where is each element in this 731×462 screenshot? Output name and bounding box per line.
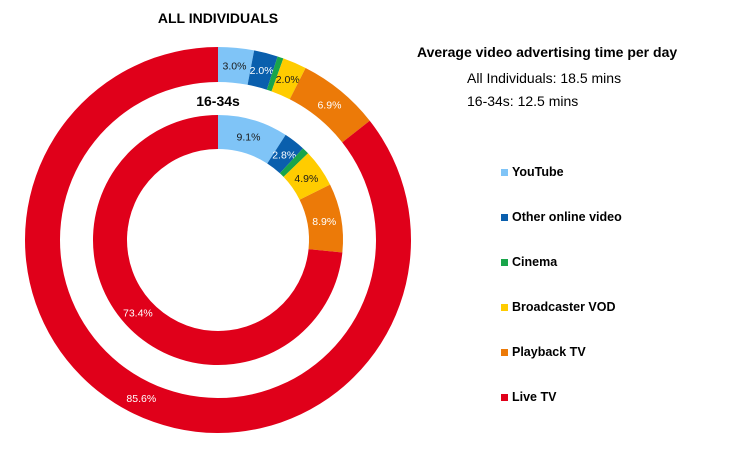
legend-item-broadcaster-vod: Broadcaster VOD	[501, 299, 616, 315]
outer-label-playback-tv: 6.9%	[317, 99, 341, 111]
legend-label: Other online video	[512, 210, 622, 224]
legend-label: Broadcaster VOD	[512, 300, 616, 314]
legend-item-cinema: Cinema	[501, 254, 557, 270]
outer-segment-cinema	[266, 56, 284, 92]
legend-swatch-live-tv	[501, 393, 508, 401]
legend-label: YouTube	[512, 165, 564, 179]
inner-segment-broadcaster-vod	[283, 153, 331, 200]
inner-ring-title: 16-34s	[196, 93, 240, 109]
inner-segment-cinema	[279, 148, 309, 177]
info-all-individuals: All Individuals: 18.5 mins	[467, 70, 622, 86]
legend-swatch-cinema	[501, 258, 508, 266]
inner-label-broadcaster-vod: 4.9%	[294, 173, 318, 185]
inner-segment-playback-tv	[299, 184, 343, 253]
legend-item-other-online-video: Other online video	[501, 209, 622, 225]
outer-segment-youtube	[218, 47, 255, 85]
outer-label-live-tv: 85.6%	[126, 393, 156, 405]
inner-label-youtube: 9.1%	[236, 131, 260, 143]
legend-item-playback-tv: Playback TV	[501, 344, 586, 360]
legend-swatch-broadcaster-vod	[501, 303, 508, 311]
inner-segment-other-online-video	[267, 134, 303, 174]
inner-segment-youtube	[218, 115, 286, 164]
outer-segment-other-online-video	[247, 50, 278, 90]
legend-label: Playback TV	[512, 345, 586, 359]
info-16-34s: 16-34s: 12.5 mins	[467, 93, 579, 109]
legend-item-youtube: YouTube	[501, 164, 564, 180]
outer-segment-broadcaster-vod	[271, 58, 306, 100]
outer-label-broadcaster-vod: 2.0%	[276, 74, 300, 86]
outer-label-other-online-video: 2.0%	[250, 65, 274, 77]
outer-segment-playback-tv	[289, 68, 370, 143]
inner-label-live-tv: 73.4%	[123, 307, 153, 319]
legend-swatch-youtube	[501, 168, 508, 176]
inner-label-playback-tv: 8.9%	[312, 216, 336, 228]
outer-label-youtube: 3.0%	[223, 60, 247, 72]
legend-label: Cinema	[512, 255, 558, 269]
inner-label-other-online-video: 2.8%	[272, 150, 296, 162]
legend-swatch-other-online-video	[501, 213, 508, 221]
legend-item-live-tv: Live TV	[501, 389, 556, 405]
outer-ring-title: ALL INDIVIDUALS	[157, 10, 279, 26]
legend-swatch-playback-tv	[501, 348, 508, 356]
legend-label: Live TV	[512, 390, 557, 404]
info-title: Average video advertising time per day	[417, 44, 678, 60]
